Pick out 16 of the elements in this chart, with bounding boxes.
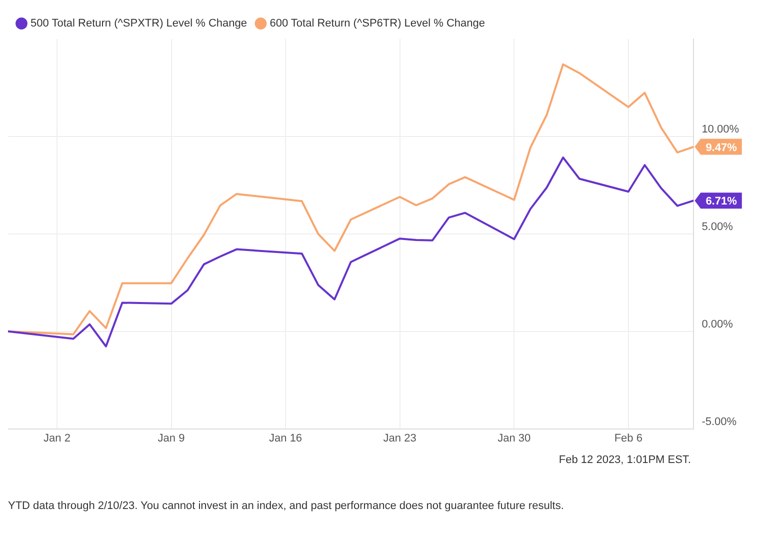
data-label: 9.47% xyxy=(706,142,738,154)
x-tick-label: Jan 9 xyxy=(158,432,185,444)
x-tick-label: Jan 30 xyxy=(498,432,531,444)
x-tick-label: Jan 2 xyxy=(44,432,70,444)
x-tick-label: Jan 23 xyxy=(383,432,416,444)
text: YTD data through 2/10/23. You cannot invest in an index, and past performance does not guarantee future results. xyxy=(8,500,565,512)
x-tick-label: Feb 6 xyxy=(614,432,642,444)
legend-label: 600 Total Return (^SP6TR) Level % Change xyxy=(270,18,486,30)
x-tick-label: Jan 16 xyxy=(269,432,302,444)
y-tick-label: 0.00% xyxy=(702,318,734,330)
y-tick-label: 10.00% xyxy=(702,123,740,136)
y-tick-label: -5.00% xyxy=(702,416,737,428)
legend-label: 500 Total Return (^SPXTR) Level % Change xyxy=(30,18,248,30)
data-label: 6.71% xyxy=(706,196,738,208)
y-tick-label: 5.00% xyxy=(702,220,734,233)
text: Feb 12 2023, 1:01PM EST. xyxy=(558,454,692,466)
